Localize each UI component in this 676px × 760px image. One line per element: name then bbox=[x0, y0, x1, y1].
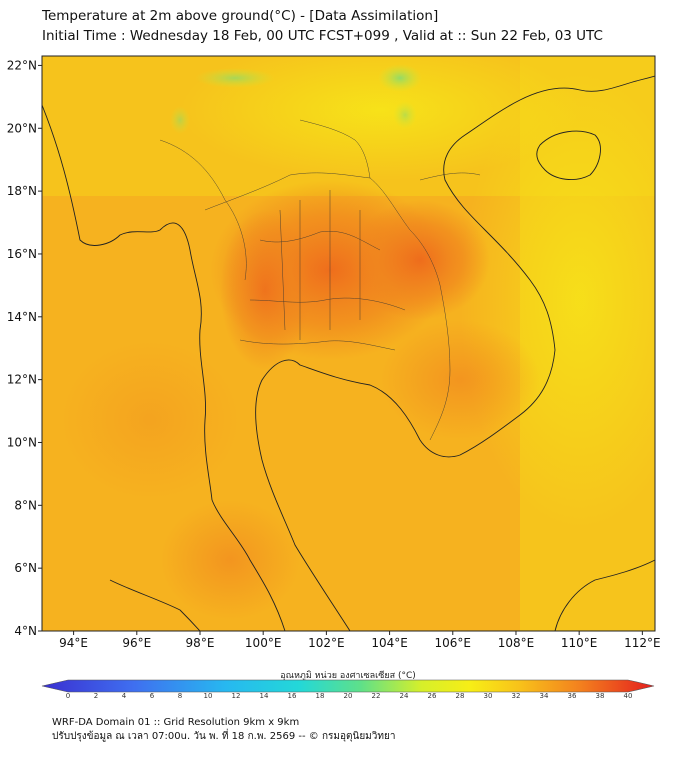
colorbar-tick-label: 14 bbox=[260, 692, 269, 700]
lon-tick-label: 98°E bbox=[186, 636, 215, 650]
lon-tick-label: 94°E bbox=[59, 636, 88, 650]
lat-tick-label: 6°N bbox=[14, 561, 37, 575]
colorbar-tick-label: 20 bbox=[344, 692, 353, 700]
lon-tick-label: 96°E bbox=[122, 636, 151, 650]
chart-header: Temperature at 2m above ground(°C) - [Da… bbox=[42, 6, 603, 46]
coastlines bbox=[42, 75, 655, 631]
colorbar-tick-label: 12 bbox=[232, 692, 241, 700]
colorbar-tick-label: 4 bbox=[122, 692, 127, 700]
colorbar-tick-label: 38 bbox=[596, 692, 605, 700]
map-subtitle: Initial Time : Wednesday 18 Feb, 00 UTC … bbox=[42, 28, 603, 44]
temperature-field bbox=[42, 56, 655, 631]
lon-tick-label: 104°E bbox=[371, 636, 408, 650]
lon-tick-label: 102°E bbox=[308, 636, 345, 650]
colorbar-tick-label: 8 bbox=[178, 692, 182, 700]
latitude-axis: 22°N 20°N 18°N 16°N 14°N 12°N 10°N 8°N 6°N 4°N bbox=[7, 58, 42, 638]
footer-model-info: WRF-DA Domain 01 :: Grid Resolution 9km … bbox=[52, 717, 300, 728]
lat-tick-label: 10°N bbox=[7, 435, 37, 449]
colorbar-tick-label: 32 bbox=[512, 692, 521, 700]
colorbar-tick-label: 28 bbox=[456, 692, 465, 700]
colorbar-tick-label: 22 bbox=[372, 692, 381, 700]
colorbar-tick-label: 10 bbox=[204, 692, 213, 700]
lat-tick-label: 20°N bbox=[7, 121, 37, 135]
colorbar-tick-label: 6 bbox=[150, 692, 155, 700]
map-footer: WRF-DA Domain 01 :: Grid Resolution 9km … bbox=[52, 716, 395, 744]
lon-tick-label: 108°E bbox=[498, 636, 535, 650]
lat-tick-label: 16°N bbox=[7, 247, 37, 261]
lon-tick-label: 110°E bbox=[561, 636, 598, 650]
lat-tick-label: 22°N bbox=[7, 58, 37, 72]
lat-tick-label: 12°N bbox=[7, 373, 37, 387]
colorbar-tick-label: 30 bbox=[484, 692, 493, 700]
colorbar-scale bbox=[41, 679, 655, 693]
colorbar-tick-label: 16 bbox=[288, 692, 297, 700]
map-title: Temperature at 2m above ground(°C) - [Da… bbox=[42, 8, 439, 24]
colorbar-tick-label: 18 bbox=[316, 692, 325, 700]
colorbar-tick-label: 0 bbox=[66, 692, 70, 700]
colorbar-tick-label: 26 bbox=[428, 692, 437, 700]
colorbar-label: อุณหภูมิ หน่วย องศาเซลเซียส (°C) bbox=[280, 670, 416, 681]
lat-tick-label: 8°N bbox=[14, 498, 37, 512]
colorbar-tick-label: 2 bbox=[94, 692, 98, 700]
lat-tick-label: 14°N bbox=[7, 310, 37, 324]
lon-tick-label: 100°E bbox=[245, 636, 282, 650]
map-frame bbox=[41, 55, 656, 632]
province-borders bbox=[159, 119, 481, 441]
colorbar-tick-label: 34 bbox=[540, 692, 549, 700]
colorbar-tick-label: 36 bbox=[568, 692, 577, 700]
footer-update-info: ปรับปรุงข้อมูล ณ เวลา 07:00u. วัน พ. ที่… bbox=[52, 731, 396, 742]
lon-tick-label: 106°E bbox=[435, 636, 472, 650]
colorbar-tick-label: 40 bbox=[624, 692, 633, 700]
lat-tick-label: 4°N bbox=[14, 624, 37, 638]
longitude-axis: 94°E 96°E 98°E 100°E 102°E 104°E 106°E 108°E 110… bbox=[59, 631, 661, 650]
colorbar-tick-label: 24 bbox=[400, 692, 409, 700]
lat-tick-label: 18°N bbox=[7, 184, 37, 198]
lon-tick-label: 112°E bbox=[624, 636, 661, 650]
colorbar: อุณหภูมิ หน่วย องศาเซลเซียส (°C) 0 2 4 6 8 10… bbox=[41, 670, 655, 700]
